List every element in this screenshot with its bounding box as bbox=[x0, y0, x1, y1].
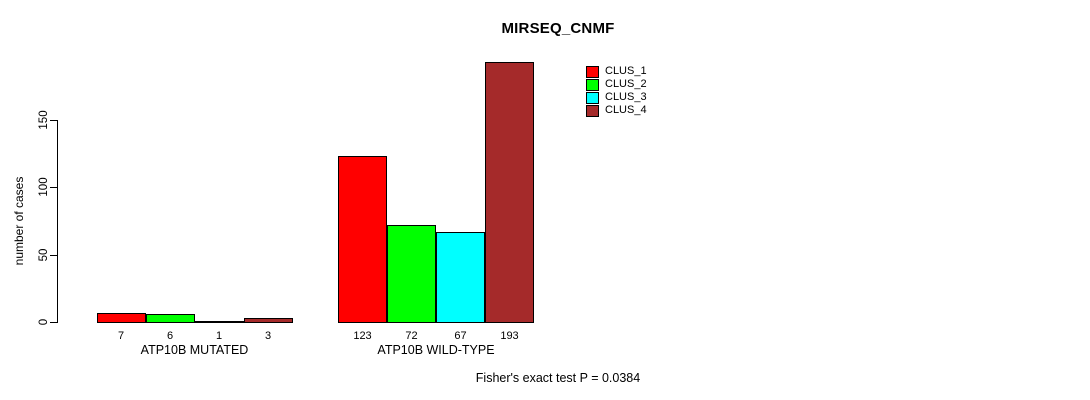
y-axis-tick-label: 50 bbox=[38, 248, 50, 262]
legend-swatch-clus_2 bbox=[586, 78, 599, 91]
legend-swatch-clus_4 bbox=[586, 104, 599, 117]
bar-clus_1-wild-type bbox=[338, 156, 387, 323]
bar-value-label: 7 bbox=[117, 330, 125, 342]
legend: CLUS_1 CLUS_2 CLUS_3 CLUS_4 bbox=[586, 65, 647, 117]
group-label-mutated: ATP10B MUTATED bbox=[140, 343, 249, 357]
legend-row: CLUS_4 bbox=[586, 104, 647, 117]
annotation-text: Fisher's exact test P = 0.0384 bbox=[475, 371, 641, 385]
bar-value-label: 67 bbox=[454, 330, 467, 342]
bar-clus_4-wild-type bbox=[485, 62, 534, 323]
y-axis-tick-label: 100 bbox=[38, 177, 50, 197]
y-axis-label: number of cases bbox=[12, 176, 26, 266]
bar-value-label: 72 bbox=[405, 330, 418, 342]
y-axis-tick-label: 0 bbox=[38, 318, 50, 326]
y-axis-tick-label: 150 bbox=[38, 110, 50, 130]
legend-swatch-clus_3 bbox=[586, 91, 599, 104]
bar-value-label: 3 bbox=[264, 330, 272, 342]
bar-clus_3-wild-type bbox=[436, 231, 485, 323]
legend-label: CLUS_1 bbox=[605, 65, 647, 77]
y-axis-line bbox=[57, 120, 58, 323]
legend-row: CLUS_2 bbox=[586, 78, 647, 91]
bar-clus_1-mutated bbox=[96, 312, 146, 323]
y-axis-tick bbox=[50, 322, 57, 323]
legend-row: CLUS_3 bbox=[586, 91, 647, 104]
legend-label: CLUS_3 bbox=[605, 91, 647, 103]
bar-value-label: 193 bbox=[500, 330, 519, 342]
bar-value-label: 123 bbox=[353, 330, 372, 342]
bar-clus_2-mutated bbox=[145, 313, 195, 323]
bar-clus_2-wild-type bbox=[387, 225, 436, 323]
group-label-wild-type: ATP10B WILD-TYPE bbox=[377, 343, 495, 357]
y-axis-tick bbox=[50, 187, 57, 189]
chart-title: MIRSEQ_CNMF bbox=[501, 20, 615, 37]
legend-label: CLUS_4 bbox=[605, 104, 647, 116]
legend-label: CLUS_2 bbox=[605, 78, 647, 90]
bar-clus_4-mutated bbox=[243, 317, 293, 323]
legend-row: CLUS_1 bbox=[586, 65, 647, 78]
bar-value-label: 1 bbox=[215, 330, 223, 342]
y-axis-tick bbox=[50, 120, 57, 121]
legend-swatch-clus_1 bbox=[586, 65, 599, 78]
y-axis-tick bbox=[50, 254, 57, 256]
bar-clus_3-mutated bbox=[194, 320, 244, 323]
bar-value-label: 6 bbox=[166, 330, 174, 342]
